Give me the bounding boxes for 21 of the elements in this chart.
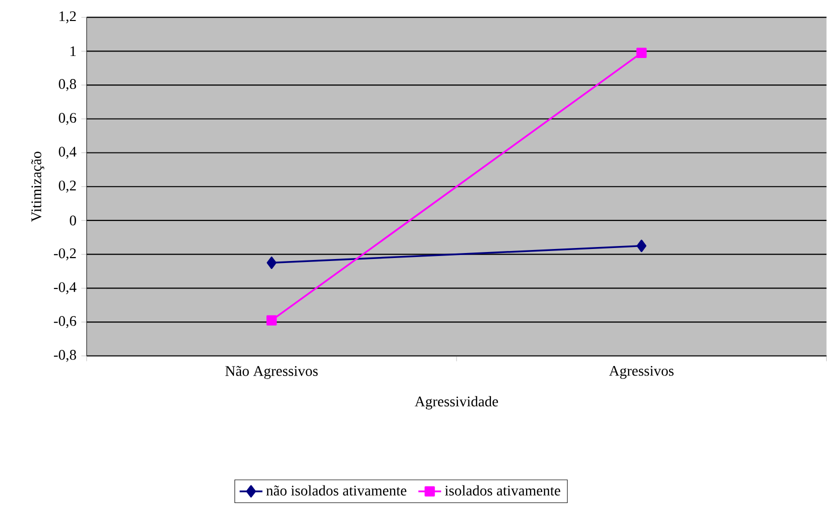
legend-label: não isolados ativamente xyxy=(266,485,406,496)
point xyxy=(636,48,647,58)
y-tick-label: -0,8 xyxy=(54,350,76,362)
y-tick-label: -0,6 xyxy=(54,316,76,328)
y-tick-label: 0 xyxy=(70,216,76,226)
legend-label: isolados ativamente xyxy=(444,485,560,496)
y-tick-label: 0,8 xyxy=(58,79,76,92)
point xyxy=(266,315,277,326)
x-tick-label: Não Agressivos xyxy=(225,366,318,380)
y-tick-label: 1 xyxy=(70,46,76,56)
y-tick-label: 0,4 xyxy=(58,146,76,159)
x-axis-title: Agressividade xyxy=(414,396,498,410)
point xyxy=(636,240,646,252)
x-tick-label: Agressivos xyxy=(609,366,674,379)
y-axis-title: Vitimização xyxy=(31,152,44,222)
y-tick-label: -0,4 xyxy=(54,282,76,294)
point xyxy=(266,256,276,270)
y-tick-label: 1,2 xyxy=(60,11,76,24)
y-tick-label: 0,6 xyxy=(58,112,76,125)
y-tick-label: 0,2 xyxy=(58,180,76,193)
y-tick-label: -0,2 xyxy=(54,248,76,260)
